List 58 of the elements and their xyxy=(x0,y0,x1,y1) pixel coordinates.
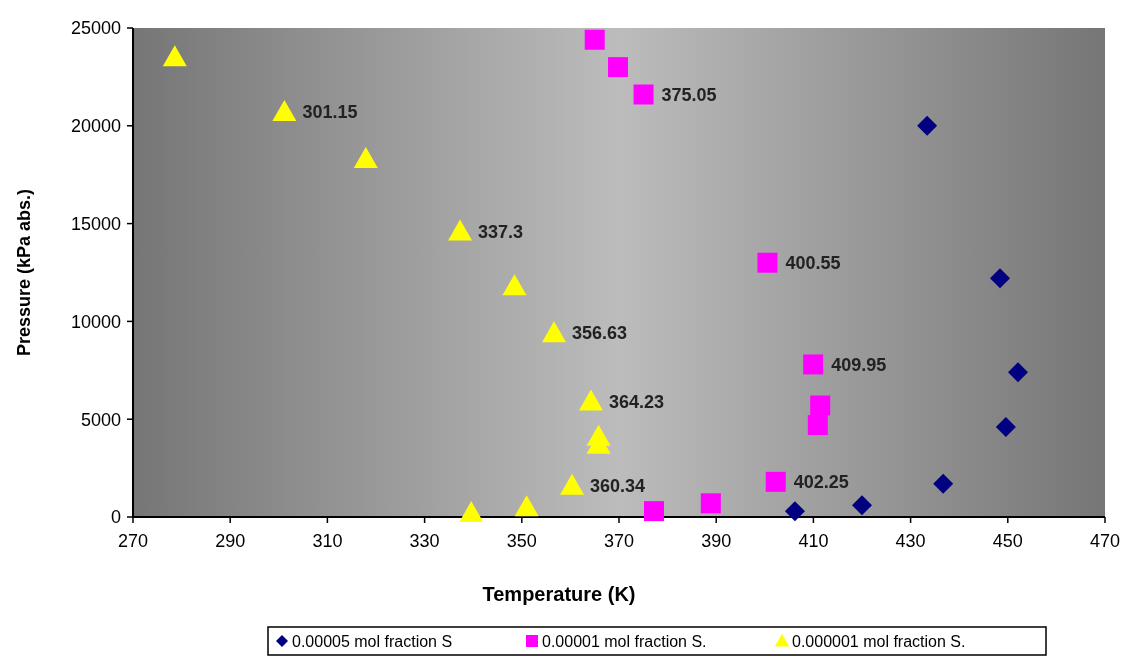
point xyxy=(810,395,831,416)
point xyxy=(584,29,605,50)
legend-label: 0.000001 mol fraction S. xyxy=(792,632,966,650)
point xyxy=(578,389,603,411)
x-tick-label: 470 xyxy=(1089,531,1121,551)
point xyxy=(990,268,1011,289)
x-tick-label: 270 xyxy=(117,531,149,551)
x-tick-label: 450 xyxy=(992,531,1023,551)
y-tick-label: 10000 xyxy=(70,311,121,332)
point xyxy=(643,501,664,522)
point xyxy=(502,274,527,296)
x-tick-label: 410 xyxy=(798,531,829,551)
x-tick-label: 330 xyxy=(409,531,440,551)
y-tick-label: 15000 xyxy=(70,213,121,234)
point xyxy=(933,473,954,494)
point xyxy=(272,100,297,122)
y-tick-label: 5000 xyxy=(80,409,121,430)
point xyxy=(633,84,654,105)
point xyxy=(995,417,1016,438)
point xyxy=(459,501,484,523)
annotation: 360.34 xyxy=(590,476,646,496)
point xyxy=(784,501,805,522)
annotation: 337.3 xyxy=(478,221,524,242)
point xyxy=(807,415,828,436)
point xyxy=(757,252,778,273)
x-axis-title: Temperature (K) xyxy=(482,583,636,605)
point xyxy=(448,219,473,241)
point xyxy=(162,45,187,67)
point xyxy=(608,57,629,78)
point xyxy=(917,115,938,136)
point xyxy=(765,471,786,492)
y-tick-label: 0 xyxy=(110,507,121,528)
y-axis-title: Pressure (kPa abs.) xyxy=(14,188,34,357)
y-tick-label: 20000 xyxy=(70,116,121,137)
legend-label: 0.00005 mol fraction S xyxy=(292,632,453,650)
legend-label: 0.00001 mol fraction S. xyxy=(542,632,707,650)
x-tick-label: 370 xyxy=(603,531,635,551)
annotation: 356.63 xyxy=(572,323,628,344)
annotation: 364.23 xyxy=(608,391,665,412)
x-tick-label: 290 xyxy=(215,531,246,551)
x-tick-label: 430 xyxy=(895,531,926,551)
annotation: 400.55 xyxy=(785,253,841,274)
point xyxy=(852,495,872,516)
annotation: 301.15 xyxy=(302,102,358,123)
x-tick-label: 350 xyxy=(506,531,537,551)
point xyxy=(353,147,378,169)
point xyxy=(542,321,567,343)
x-tick-label: 310 xyxy=(312,531,343,551)
annotation: 402.25 xyxy=(793,472,849,493)
point xyxy=(700,493,721,514)
y-tick-label: 25000 xyxy=(70,18,121,39)
point xyxy=(803,354,824,375)
point xyxy=(560,473,585,495)
point xyxy=(1008,362,1029,383)
annotation: 375.05 xyxy=(661,84,717,105)
point xyxy=(514,495,539,517)
annotation: 409.95 xyxy=(831,354,887,375)
x-tick-label: 390 xyxy=(701,531,732,551)
